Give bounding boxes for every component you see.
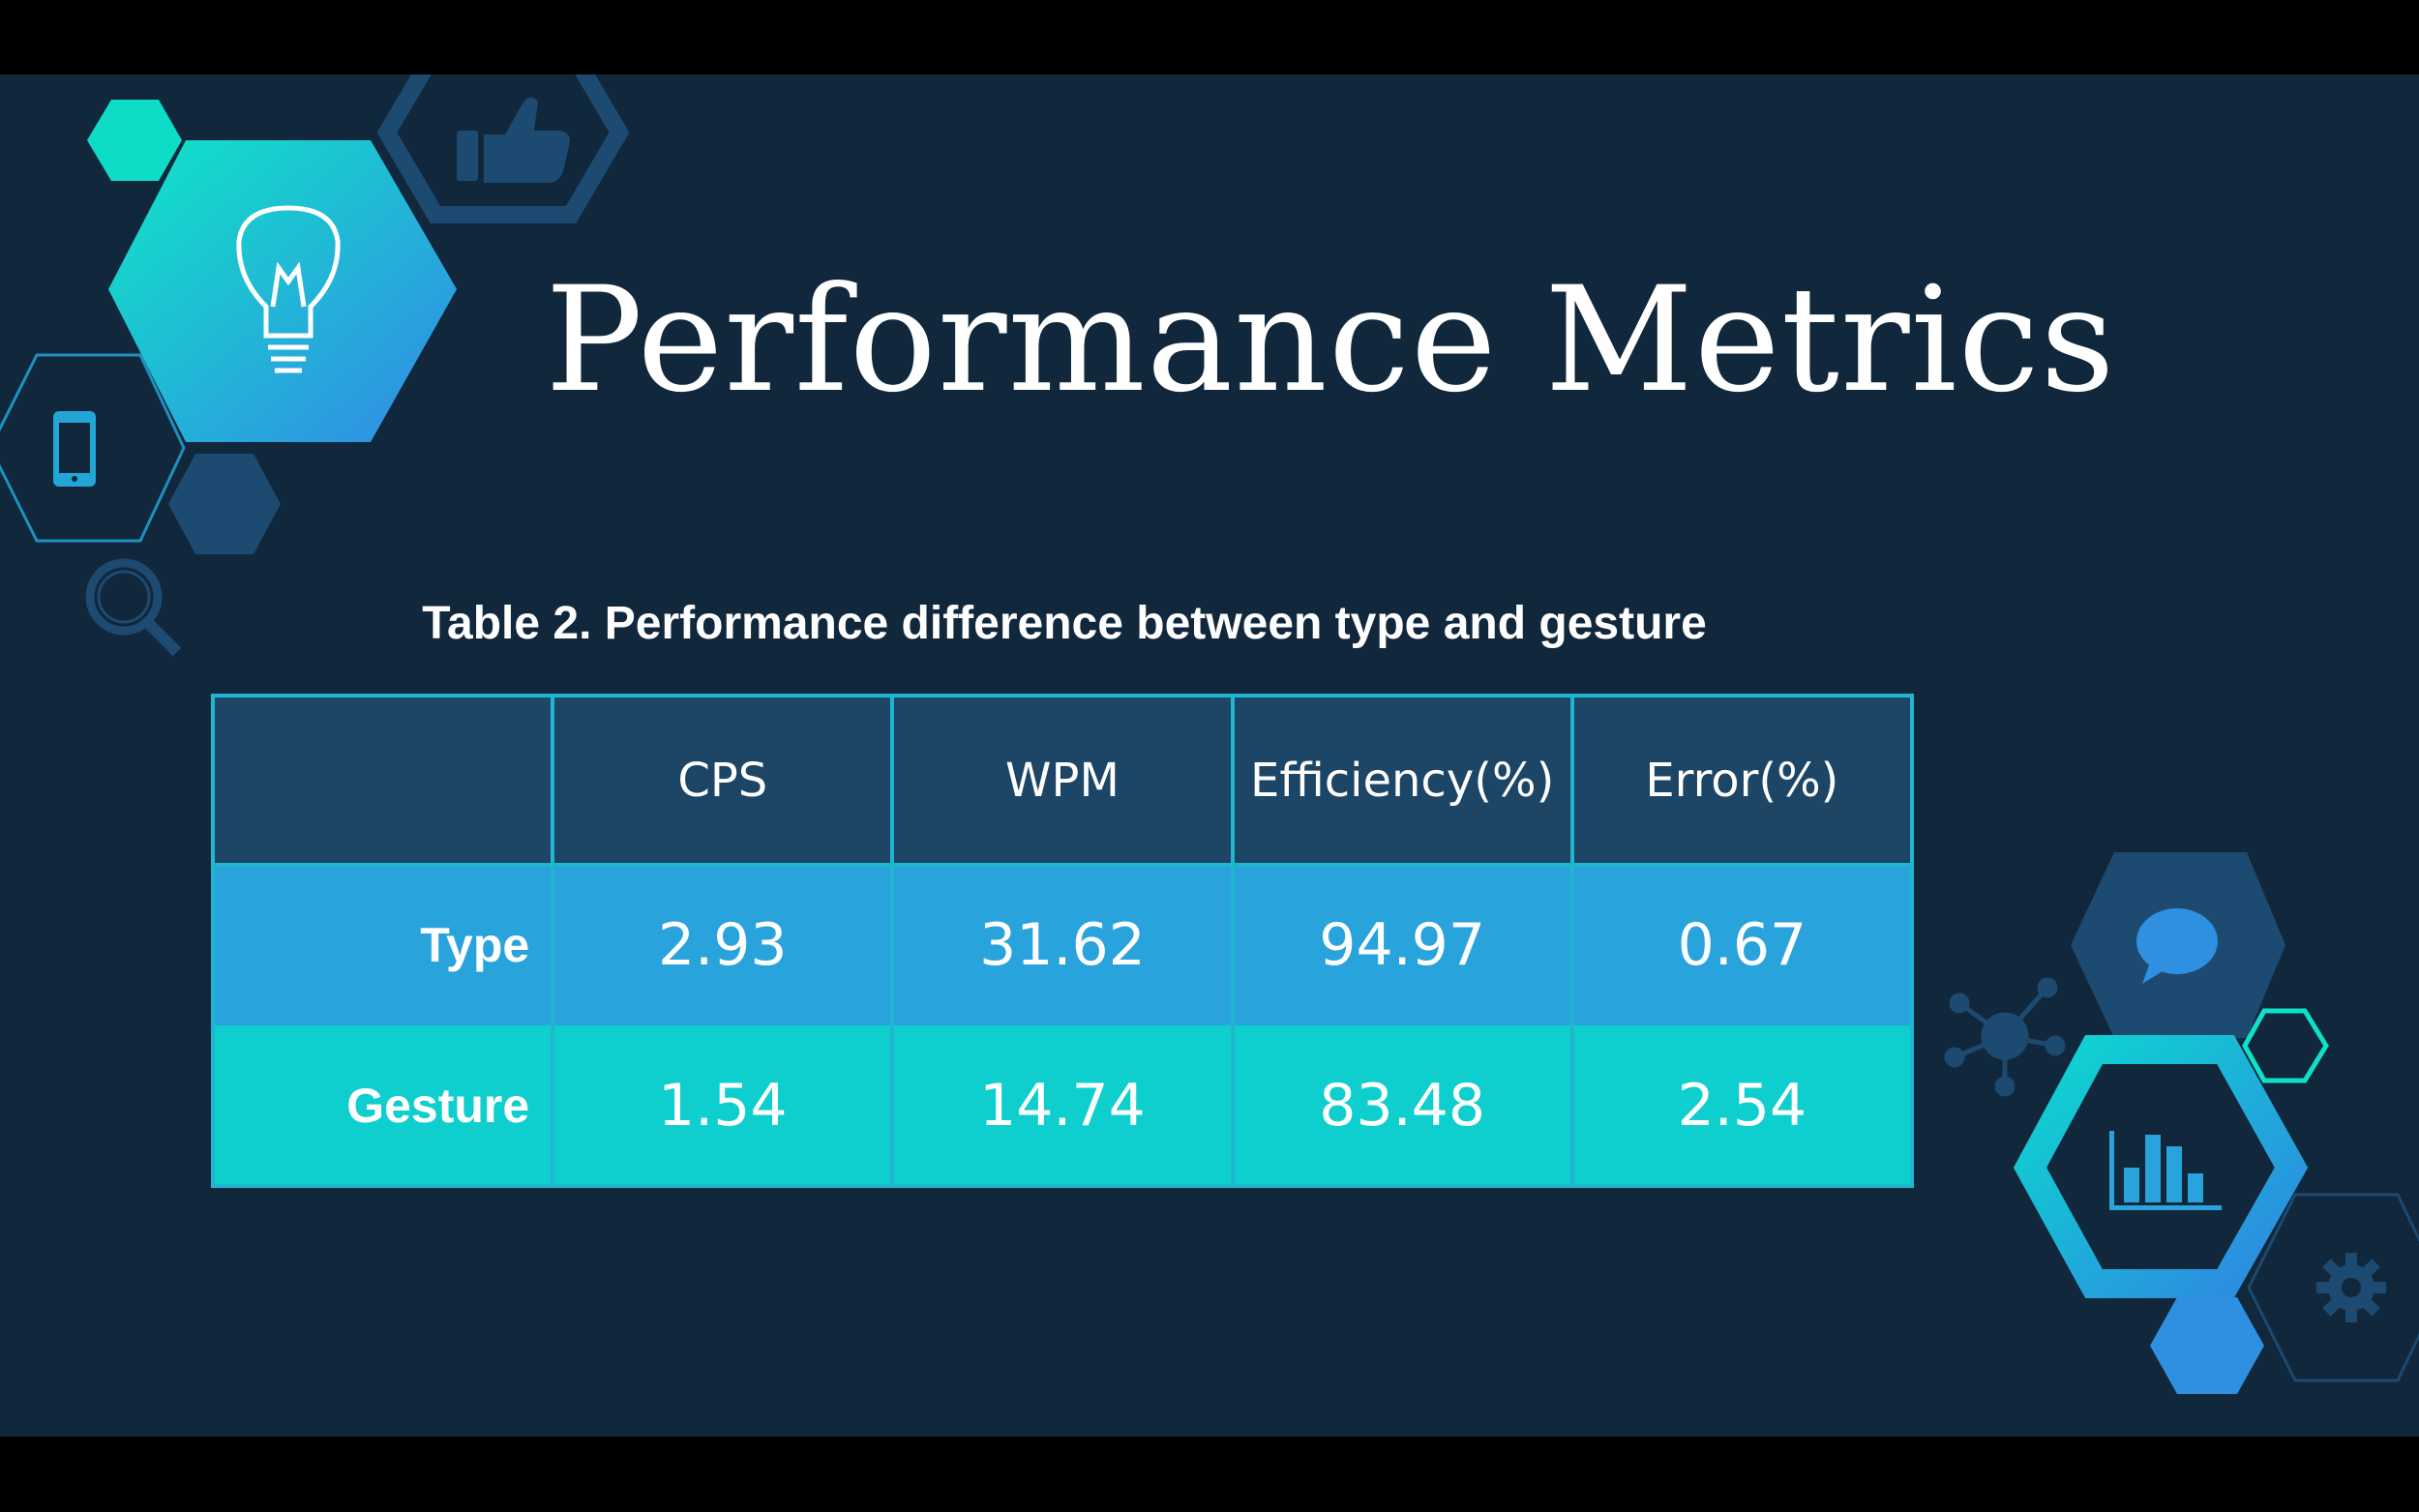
small-teal-hexagon xyxy=(87,100,182,181)
network-icon xyxy=(1944,977,2066,1097)
header-cell-efficiency: Efficiency(%) xyxy=(1230,694,1574,867)
header-cell-wpm: WPM xyxy=(890,694,1235,867)
letterbox-bottom xyxy=(0,1437,2419,1512)
table-row: Gesture 1.54 14.74 83.48 2.54 xyxy=(210,1025,1915,1188)
cell-type-efficiency: 94.97 xyxy=(1230,865,1574,1025)
lightbulb-hexagon xyxy=(108,140,457,442)
speech-bubble-hexagon xyxy=(2071,852,2285,1038)
chart-hexagon xyxy=(2013,1035,2309,1298)
cell-gesture-cps: 1.54 xyxy=(551,1025,895,1188)
cell-type-error: 0.67 xyxy=(1569,865,1915,1025)
outline-teal-hexagon xyxy=(2242,1008,2329,1083)
speech-bubble-icon xyxy=(2136,908,2218,984)
header-cell-empty xyxy=(210,694,555,867)
cell-gesture-wpm: 14.74 xyxy=(890,1025,1235,1188)
bottom-blue-hexagon xyxy=(2150,1297,2264,1394)
cell-type-cps: 2.93 xyxy=(551,865,895,1025)
lightbulb-icon xyxy=(236,205,341,373)
page-title: Performance Metrics xyxy=(545,256,2116,425)
table-header-row: CPS WPM Efficiency(%) Error(%) xyxy=(210,694,1915,867)
slide: Performance Metrics Table 2. Performance… xyxy=(0,74,2419,1437)
decoration-layer xyxy=(0,74,2419,1394)
letterbox-top xyxy=(0,0,2419,74)
header-cell-error: Error(%) xyxy=(1569,694,1915,867)
magnifier-icon xyxy=(85,558,182,657)
header-cell-cps: CPS xyxy=(551,694,895,867)
metrics-table-container: CPS WPM Efficiency(%) Error(%) Type 2.93… xyxy=(210,694,1915,1188)
table-caption: Table 2. Performance difference between … xyxy=(422,598,1707,649)
dark-blue-hexagon xyxy=(168,454,281,554)
cell-gesture-error: 2.54 xyxy=(1569,1025,1915,1188)
metrics-table: CPS WPM Efficiency(%) Error(%) Type 2.93… xyxy=(210,694,1915,1188)
cell-gesture-efficiency: 83.48 xyxy=(1230,1025,1574,1188)
bar-chart-icon xyxy=(2109,1131,2222,1210)
gear-icon xyxy=(2316,1253,2386,1322)
row-label-type: Type xyxy=(210,865,555,1025)
smartphone-hexagon xyxy=(0,353,186,543)
table-row: Type 2.93 31.62 94.97 0.67 xyxy=(210,865,1915,1025)
cell-type-wpm: 31.62 xyxy=(890,865,1235,1025)
thumbs-up-icon xyxy=(457,97,570,183)
row-label-gesture: Gesture xyxy=(210,1025,555,1188)
smartphone-icon xyxy=(53,411,96,487)
gear-hexagon xyxy=(2247,1193,2419,1382)
thumbs-up-hexagon xyxy=(376,74,630,223)
